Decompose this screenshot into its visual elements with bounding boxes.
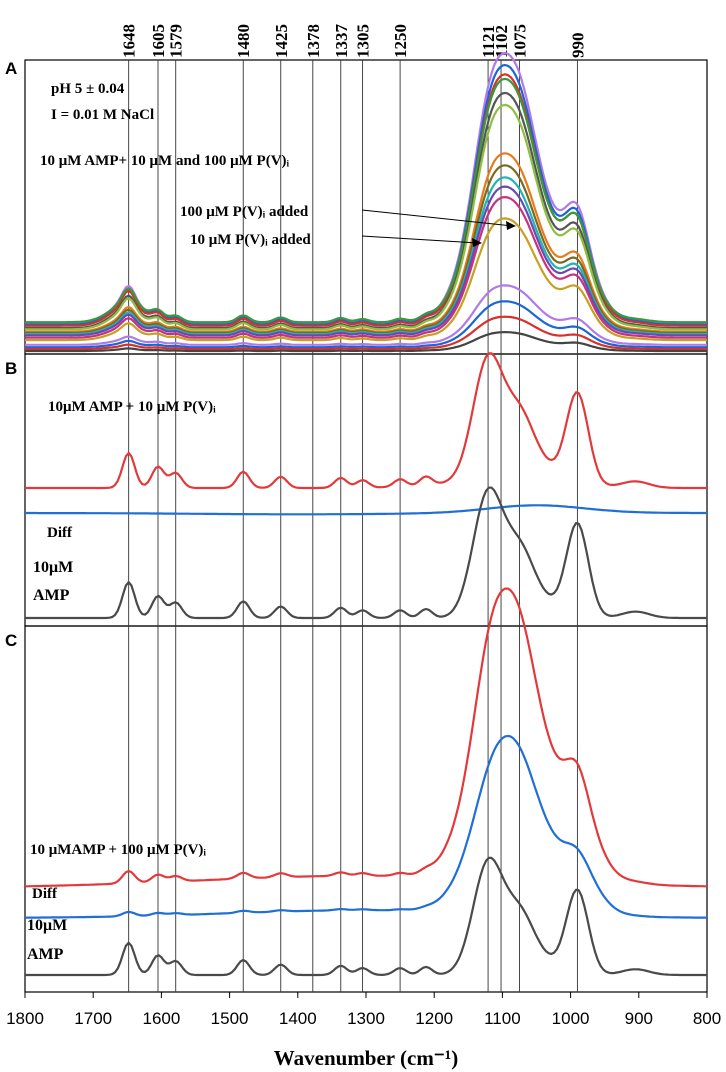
peak-label-1250: 1250 (391, 24, 410, 58)
x-tick-label-1200: 1200 (415, 1009, 453, 1028)
x-tick-label-1100: 1100 (484, 1009, 521, 1028)
panel-b-amp-line (25, 486, 707, 620)
peak-label-1305: 1305 (354, 24, 373, 58)
panel-a-ph-label: pH 5 ± 0.04 (51, 81, 125, 97)
x-tick-label-1700: 1700 (74, 1009, 112, 1028)
peak-label-1605: 1605 (149, 24, 168, 58)
panel-b-mixture-line (25, 352, 707, 490)
reference-lines (128, 60, 578, 992)
peak-label-1425: 1425 (272, 24, 291, 58)
peak-label-990: 990 (568, 33, 587, 59)
peak-label-1337: 1337 (332, 24, 351, 59)
panel-a-series-13 (25, 284, 707, 346)
panel-a-series-4 (25, 77, 707, 324)
panel-c-title: 10 μMAMP + 100 μM P(V)ᵢ (30, 842, 206, 858)
panel-a-series-7 (25, 152, 707, 333)
panel-b-amp-label-line2: AMP (33, 587, 70, 604)
peak-label-1579: 1579 (167, 24, 186, 58)
peak-label-1378: 1378 (304, 24, 323, 58)
x-tick-label-1000: 1000 (552, 1009, 590, 1028)
panel-c-letter: C (5, 631, 17, 650)
panel-a-title: 10 μM AMP+ 10 μM and 100 μM P(V)ᵢ (40, 153, 290, 169)
x-tick-label-1400: 1400 (279, 1009, 317, 1028)
panel-c-amp-line (25, 856, 707, 977)
panel-b-letter: B (5, 359, 17, 378)
peak-label-1121: 1121 (479, 25, 498, 58)
panel-a-series-15 (25, 315, 707, 351)
panel-a-series-14 (25, 300, 707, 349)
arrow-100um (361, 209, 513, 227)
panel-a-plot (25, 51, 707, 353)
panel-a-series-6 (25, 103, 707, 331)
arrowhead-10um (472, 238, 482, 247)
x-tick-label-1600: 1600 (142, 1009, 180, 1028)
panel-a-series-1 (25, 51, 707, 325)
panel-b-diff-label: Diff (47, 525, 73, 541)
x-axis-title: Wavenumber (cm⁻¹) (274, 1046, 458, 1070)
panel-a-10um-label: 10 μM P(V)ᵢ added (190, 232, 311, 248)
panel-c-amp-label-line2: AMP (27, 946, 64, 963)
peak-label-1075: 1075 (510, 24, 529, 58)
peak-label-1648: 1648 (120, 24, 139, 58)
panel-c-mixture-line (25, 587, 707, 888)
panel-c-amp-label-line1: 10μM (27, 917, 67, 934)
panel-c-diff-label: Diff (32, 886, 58, 902)
peak-label-1480: 1480 (234, 24, 253, 58)
panel-a-series-16 (25, 331, 707, 353)
panel-a-series-12 (25, 217, 707, 342)
panel-a-letter: A (5, 59, 17, 78)
panel-a-series-9 (25, 176, 707, 336)
panel-c-plot (24, 587, 708, 977)
x-tick-label-1300: 1300 (347, 1009, 385, 1028)
panel-a-ionic-strength-label: I = 0.01 M NaCl (51, 107, 154, 123)
panel-b-plot (25, 352, 707, 620)
panel-a-series-11 (25, 196, 707, 339)
arrowhead-100um (506, 221, 516, 230)
panel-c-frame (24, 625, 708, 993)
x-tick-label-1500: 1500 (211, 1009, 249, 1028)
x-tick-label-900: 900 (625, 1009, 653, 1028)
panel-b-diff-line (25, 504, 707, 516)
x-tick-label-800: 800 (693, 1009, 721, 1028)
arrow-10um (361, 235, 479, 244)
panel-a-series-10 (25, 185, 707, 337)
panel-b-title: 10μM AMP + 10 μM P(V)ᵢ (48, 399, 216, 415)
panel-b-amp-label-line1: 10μM (33, 559, 73, 576)
peak-label-1102: 1102 (492, 25, 511, 58)
x-axis-ticks: 1800 1700 1600 1500 1400 1300 1200 1100 1000 900 8… (6, 992, 721, 1028)
panel-a-series-5 (25, 91, 707, 330)
x-tick-label-1800: 1800 (6, 1009, 44, 1028)
panel-c-diff-line (24, 734, 708, 919)
panel-a-series-8 (25, 164, 707, 334)
panel-a-100um-label: 100 μM P(V)ᵢ added (180, 204, 309, 220)
